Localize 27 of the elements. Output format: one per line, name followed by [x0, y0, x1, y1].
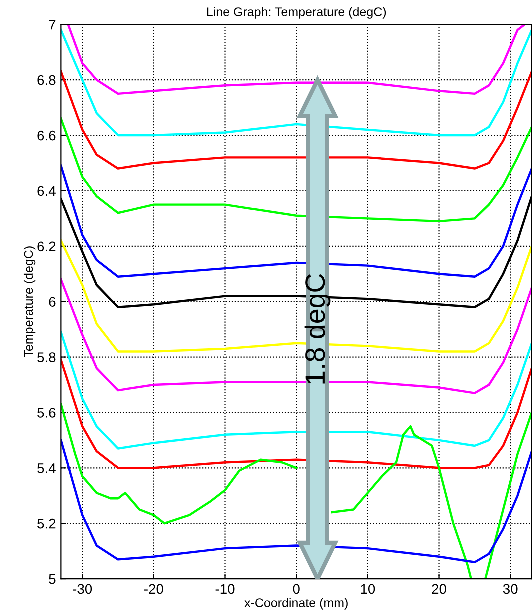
- x-tick-label: -30: [73, 584, 92, 594]
- line-series: [67, 24, 526, 96]
- y-tick-label: 6.8: [38, 75, 56, 86]
- y-tick-label: 6: [49, 297, 56, 308]
- chart-title: Line Graph: Temperature (degC): [207, 7, 386, 19]
- y-tick-label: 6.2: [38, 242, 56, 252]
- y-tick-label: 5.8: [38, 352, 56, 362]
- y-tick-label: 5.6: [38, 408, 56, 418]
- line-series: [61, 439, 532, 564]
- x-tick-label: 10: [361, 584, 376, 594]
- y-tick-label: 7: [49, 20, 56, 30]
- x-tick-label: 0: [293, 584, 300, 594]
- y-tick-label: 6.6: [38, 130, 56, 141]
- y-axis-title: Temperature (degC): [24, 246, 36, 358]
- y-tick-label: 5: [49, 574, 56, 584]
- x-tick-label: 20: [432, 584, 446, 594]
- x-tick-label: -20: [144, 584, 164, 594]
- y-tick-label: 5.4: [38, 464, 56, 474]
- line-series: [61, 29, 532, 137]
- line-series: [61, 118, 532, 223]
- x-tick-label: 30: [503, 584, 518, 594]
- y-tick-label: 5.2: [38, 518, 56, 529]
- y-tick-label: 6.4: [38, 186, 56, 196]
- line-series: [61, 70, 532, 170]
- x-tick-label: -10: [216, 584, 235, 594]
- x-axis-title: x-Coordinate (mm): [244, 598, 348, 610]
- annotation: 1.8 degC: [304, 274, 331, 384]
